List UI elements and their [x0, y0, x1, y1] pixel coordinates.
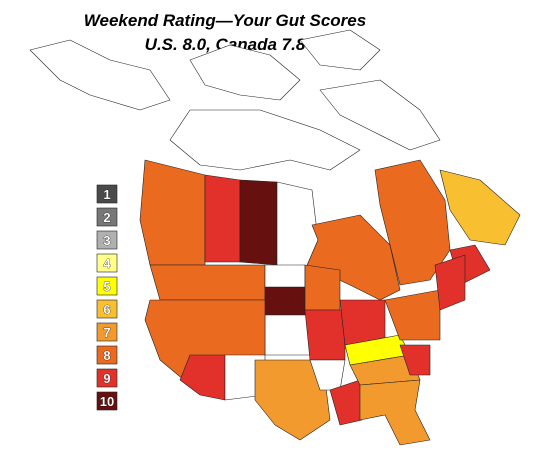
legend-label: 1 — [103, 187, 110, 202]
region — [399, 344, 431, 376]
legend-swatch — [96, 207, 118, 227]
legend-swatch — [96, 253, 118, 273]
region — [434, 254, 466, 311]
region — [304, 264, 341, 311]
region — [264, 286, 306, 316]
island — [299, 29, 381, 71]
legend-swatch — [96, 184, 118, 204]
northern-territory — [169, 109, 361, 171]
region — [439, 169, 521, 246]
island — [189, 44, 301, 101]
region — [329, 379, 363, 426]
region — [339, 299, 386, 346]
legend-label: 3 — [103, 233, 110, 248]
legend-label: 2 — [103, 210, 110, 225]
region — [264, 314, 311, 356]
island — [319, 79, 441, 151]
legend-swatch — [96, 276, 118, 296]
legend-label: 5 — [103, 279, 110, 294]
legend-label: 6 — [103, 302, 110, 317]
legend-label: 9 — [103, 371, 110, 386]
legend-swatch — [96, 299, 118, 319]
region — [239, 179, 278, 266]
legend-label: 7 — [103, 325, 110, 340]
legend-label: 10 — [100, 394, 114, 409]
legend-label: 8 — [103, 348, 110, 363]
region — [359, 379, 431, 446]
alaska — [29, 39, 171, 111]
region — [384, 289, 441, 341]
region — [374, 159, 451, 286]
region — [179, 354, 226, 401]
region — [139, 159, 206, 266]
subtitle: U.S. 8.0, Canada 7.8 — [145, 35, 306, 54]
legend-swatch — [96, 368, 118, 388]
legend-label: 4 — [103, 256, 111, 271]
legend-swatch — [96, 322, 118, 342]
region — [304, 214, 401, 301]
legend: 1 2 3 4 5 6 7 8 9 10 — [96, 184, 118, 411]
legend-swatch — [96, 230, 118, 250]
region — [149, 264, 266, 301]
region — [304, 309, 346, 361]
title: Weekend Rating—Your Gut Scores — [84, 11, 366, 30]
region — [264, 264, 306, 288]
map — [29, 29, 521, 446]
region — [204, 174, 241, 263]
legend-swatch — [96, 391, 118, 411]
legend-swatch — [96, 345, 118, 365]
